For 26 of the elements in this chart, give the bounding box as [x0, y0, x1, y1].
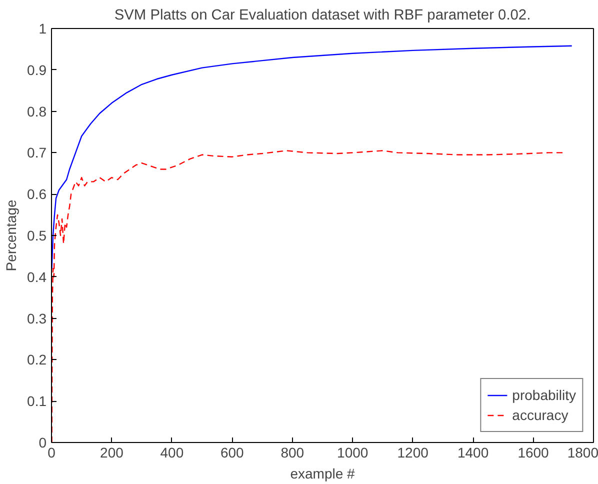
legend-label: probability: [512, 387, 576, 403]
x-tick-label: 1200: [397, 444, 429, 460]
chart-title: SVM Platts on Car Evaluation dataset with RBF parameter 0.02.: [114, 8, 531, 24]
x-tick-label: 1800: [567, 444, 598, 460]
legend-label: accuracy: [512, 407, 568, 423]
x-tick-label: 600: [220, 444, 244, 460]
x-tick-label: 1400: [457, 444, 489, 460]
y-tick-label: 0.6: [27, 186, 47, 202]
y-tick-label: 0.5: [27, 228, 47, 244]
y-tick-label: 0.2: [27, 352, 47, 368]
y-tick-label: 0: [38, 434, 47, 450]
y-axis-title: Percentage: [3, 199, 20, 272]
y-tick-label: 0.3: [27, 310, 47, 326]
y-tick-label: 0.4: [27, 268, 47, 285]
x-tick-label: 200: [100, 444, 124, 460]
x-tick-label: 1000: [337, 444, 368, 460]
y-tick-label: 0.1: [27, 393, 47, 410]
y-tick-label: 0.7: [27, 144, 47, 161]
y-tick-label: 0.9: [27, 62, 47, 78]
x-axis-title: example #: [290, 466, 356, 482]
x-tick-label: 1600: [518, 444, 550, 460]
line-series: [52, 45, 572, 270]
y-tick-label: 0.8: [27, 103, 47, 120]
y-tick-label: 1: [38, 20, 47, 36]
x-tick-label: 400: [160, 444, 184, 460]
x-tick-label: 800: [280, 444, 304, 460]
